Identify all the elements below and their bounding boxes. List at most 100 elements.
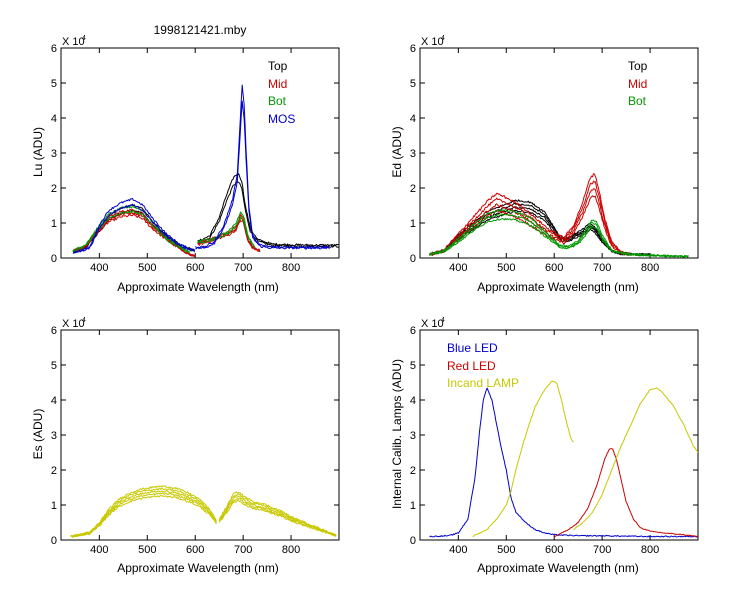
- cal-y-tick-label: 5: [410, 360, 416, 372]
- es-y-tick-label: 5: [51, 360, 57, 372]
- lu-series-mid-line: [72, 211, 196, 258]
- es-series-es-line: [218, 498, 337, 537]
- es-x-tick-label: 500: [138, 544, 156, 556]
- cal-exponent-label: X 10 4: [421, 317, 445, 330]
- es-x-axis-label: Approximate Wavelength (nm): [117, 561, 279, 575]
- cal-x-tick-label: 400: [449, 544, 467, 556]
- es-y-tick-label: 0: [51, 535, 57, 547]
- ed-x-axis-label: Approximate Wavelength (nm): [477, 280, 639, 294]
- es-series-es-line: [70, 485, 217, 538]
- lu-x-tick-label: 400: [90, 262, 108, 274]
- ed-y-tick-label: 1: [410, 218, 416, 230]
- cal-y-tick-label: 6: [410, 325, 416, 337]
- ed-y-tick-label: 4: [410, 113, 416, 125]
- lu-y-tick-label: 1: [51, 218, 57, 230]
- svg-text:4: 4: [82, 317, 86, 324]
- panel-es: 400 500 600 700 800 0 1 2 3 4 5 6 X 10 4 Es (ADU) A…: [31, 317, 340, 575]
- lu-y-tick-label: 2: [51, 183, 57, 195]
- ed-legend-entry-top: Top: [628, 59, 648, 73]
- cal-legend-entry-red-led: Red LED: [447, 359, 496, 373]
- lu-series-mos-line: [72, 203, 196, 254]
- es-series-es-line: [218, 495, 337, 536]
- svg-text:X 10: X 10: [421, 318, 444, 330]
- cal-y-tick-label: 4: [410, 395, 416, 407]
- lu-x-tick-label: 700: [234, 262, 252, 274]
- es-x-tick-label: 600: [186, 544, 204, 556]
- es-x-tick-label: 700: [234, 544, 252, 556]
- cal-series-incand-lamp-line: [573, 387, 698, 531]
- ed-plot-frame: [419, 47, 699, 259]
- ed-x-tick-label: 500: [497, 262, 515, 274]
- cal-series-blue-led-line: [429, 387, 698, 538]
- lu-y-tick-label: 6: [51, 43, 57, 55]
- lu-series-top-line: [197, 173, 339, 247]
- lu-y-tick-label: 5: [51, 78, 57, 90]
- es-y-tick-label: 1: [51, 500, 57, 512]
- cal-y-tick-label: 2: [410, 465, 416, 477]
- es-series-es-line: [218, 491, 337, 536]
- cal-series-red-led-line: [554, 448, 698, 538]
- panel-ed: 400 500 600 700 800 0 1 2 3 4 5 6 X 10 4 Ed (ADU) A…: [390, 35, 699, 294]
- lu-legend: Top Mid Bot MOS: [268, 59, 295, 126]
- ed-x-tick-label: 700: [593, 262, 611, 274]
- lu-plot-area: 400 500 600 700 800 0 1 2 3 4 5 6: [51, 43, 340, 274]
- cal-x-tick-label: 800: [641, 544, 659, 556]
- cal-y-tick-label: 0: [410, 535, 416, 547]
- ed-series-bot-line: [429, 213, 689, 258]
- lu-series-mos-line: [72, 197, 196, 254]
- es-x-tick-label: 400: [90, 544, 108, 556]
- es-series-es-line: [70, 492, 217, 538]
- lu-y-axis-label: Lu (ADU): [31, 127, 45, 177]
- svg-text:4: 4: [441, 35, 445, 42]
- es-y-tick-label: 6: [51, 325, 57, 337]
- es-series-es-line: [70, 490, 217, 537]
- es-plot-area: 400 500 600 700 800 0 1 2 3 4 5 6: [51, 325, 340, 556]
- ed-series-bot-line: [429, 209, 689, 258]
- ed-x-tick-label: 400: [449, 262, 467, 274]
- cal-y-tick-label: 3: [410, 430, 416, 442]
- panel-calibration-lamps: 400 500 600 700 800 0 1 2 3 4 5 6 X 10 4 Internal C…: [390, 317, 699, 575]
- lu-x-tick-label: 600: [186, 262, 204, 274]
- ed-x-tick-label: 600: [545, 262, 563, 274]
- ed-series-mid-line: [429, 173, 632, 256]
- svg-text:4: 4: [82, 35, 86, 42]
- svg-text:X 10: X 10: [421, 36, 444, 48]
- svg-text:X 10: X 10: [62, 36, 85, 48]
- lu-series-mos-line: [195, 84, 330, 249]
- es-y-tick-label: 2: [51, 465, 57, 477]
- ed-y-tick-label: 5: [410, 78, 416, 90]
- lu-y-tick-label: 3: [51, 148, 57, 160]
- lu-legend-entry-top: Top: [268, 59, 288, 73]
- es-series-es-line: [218, 499, 337, 537]
- lu-y-tick-label: 0: [51, 253, 57, 265]
- ed-y-axis-label: Ed (ADU): [390, 126, 404, 177]
- ed-plot-area: 400 500 600 700 800 0 1 2 3 4 5 6: [410, 43, 699, 274]
- es-plot-frame: [60, 329, 340, 541]
- ed-legend-entry-bot: Bot: [628, 94, 647, 108]
- ed-series-mid-line: [429, 180, 632, 256]
- es-x-tick-label: 800: [282, 544, 300, 556]
- lu-x-axis-label: Approximate Wavelength (nm): [117, 280, 279, 294]
- figure-title: 1998121421.mby: [154, 23, 247, 37]
- lu-legend-entry-mos: MOS: [268, 112, 295, 126]
- cal-legend-entry-incand-lamp: Incand LAMP: [447, 376, 519, 390]
- cal-series-incand-lamp-line: [472, 380, 574, 537]
- cal-y-tick-label: 1: [410, 500, 416, 512]
- cal-x-tick-label: 600: [545, 544, 563, 556]
- ed-y-tick-label: 3: [410, 148, 416, 160]
- es-y-axis-label: Es (ADU): [31, 409, 45, 460]
- lu-series-mid-line: [72, 208, 196, 257]
- lu-exponent-label: X 10 4: [62, 35, 86, 48]
- lu-series-bot-line: [72, 210, 191, 255]
- ed-legend-entry-mid: Mid: [628, 77, 647, 91]
- lu-y-tick-label: 4: [51, 113, 57, 125]
- lu-x-tick-label: 500: [138, 262, 156, 274]
- panel-lu: 400 500 600 700 800 0 1 2 3 4 5 6 X 10 4 Lu (ADU) A…: [31, 35, 340, 294]
- svg-text:4: 4: [441, 317, 445, 324]
- lu-legend-entry-bot: Bot: [268, 94, 287, 108]
- lu-x-tick-label: 800: [282, 262, 300, 274]
- ed-y-tick-label: 2: [410, 183, 416, 195]
- ed-y-tick-label: 0: [410, 253, 416, 265]
- lu-series-bot-line: [72, 205, 191, 253]
